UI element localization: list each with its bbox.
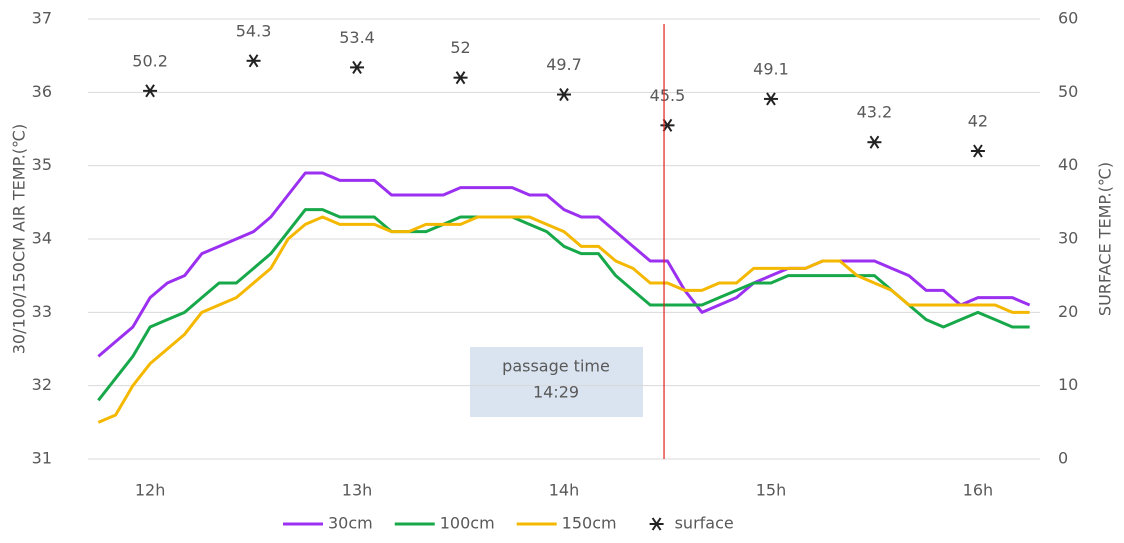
marker-stroke (869, 135, 880, 149)
y-tick-label: 33 (32, 302, 52, 321)
y-axis-label: 30/100/150CM AIR TEMP.(℃) (10, 124, 29, 355)
marker-stroke (662, 118, 673, 132)
legend-label: 150cm (562, 514, 617, 533)
marker-stroke (248, 54, 259, 68)
line-series (97, 215, 1030, 424)
y-tick-label: 34 (32, 229, 52, 248)
scatter-point (660, 118, 675, 132)
scatter-point (867, 135, 882, 149)
scatter-point (970, 144, 985, 158)
scatter-point (453, 71, 468, 85)
marker-stroke (145, 84, 155, 98)
x-tick-label: 12h (135, 481, 166, 500)
data-label: 45.5 (650, 86, 686, 105)
y2-tick-label: 20 (1058, 302, 1078, 321)
data-label: 53.4 (339, 28, 375, 47)
scatter-point (143, 84, 158, 98)
x-tick-label: 14h (549, 481, 580, 500)
y-tick-label: 31 (32, 449, 52, 468)
marker-stroke (973, 144, 983, 158)
data-label: 42 (968, 112, 988, 131)
scatter-point (763, 92, 778, 106)
data-label: 54.3 (236, 21, 272, 40)
marker-stroke (455, 71, 466, 85)
x-tick-label: 13h (342, 481, 373, 500)
y-tick-label: 37 (32, 9, 52, 28)
y2-tick-label: 30 (1058, 229, 1078, 248)
marker-stroke (352, 60, 362, 74)
marker-stroke (651, 517, 662, 531)
line-series (97, 171, 1031, 358)
legend-label: 100cm (440, 514, 495, 533)
x-tick-label: 16h (963, 481, 994, 500)
y-tick-label: 32 (32, 375, 52, 394)
scatter-point (246, 54, 261, 68)
data-label: 49.7 (546, 55, 582, 74)
data-label: 50.2 (132, 51, 168, 70)
marker-stroke (766, 92, 776, 106)
data-label: 49.1 (753, 59, 789, 78)
legend-label: surface (675, 514, 734, 533)
y-tick-label: 35 (32, 155, 52, 174)
scatter-point (350, 60, 365, 74)
data-label: 52 (450, 38, 470, 57)
y-tick-label: 36 (32, 82, 52, 101)
line-series (97, 208, 1030, 402)
x-tick-label: 15h (756, 481, 787, 500)
y2-axis-label: SURFACE TEMP.(℃) (1096, 162, 1115, 316)
annotation-text: passage time (502, 357, 610, 376)
y2-tick-label: 60 (1058, 9, 1078, 28)
data-label: 43.2 (857, 103, 893, 122)
y2-tick-label: 50 (1058, 82, 1078, 101)
legend-marker (649, 517, 664, 531)
legend-label: 30cm (328, 514, 373, 533)
scatter-point (557, 87, 571, 102)
marker-stroke (559, 87, 569, 102)
annotation-box (470, 347, 643, 417)
y2-tick-label: 40 (1058, 155, 1078, 174)
y2-tick-label: 10 (1058, 375, 1078, 394)
y2-tick-label: 0 (1058, 449, 1068, 468)
annotation-text: 14:29 (533, 383, 579, 402)
